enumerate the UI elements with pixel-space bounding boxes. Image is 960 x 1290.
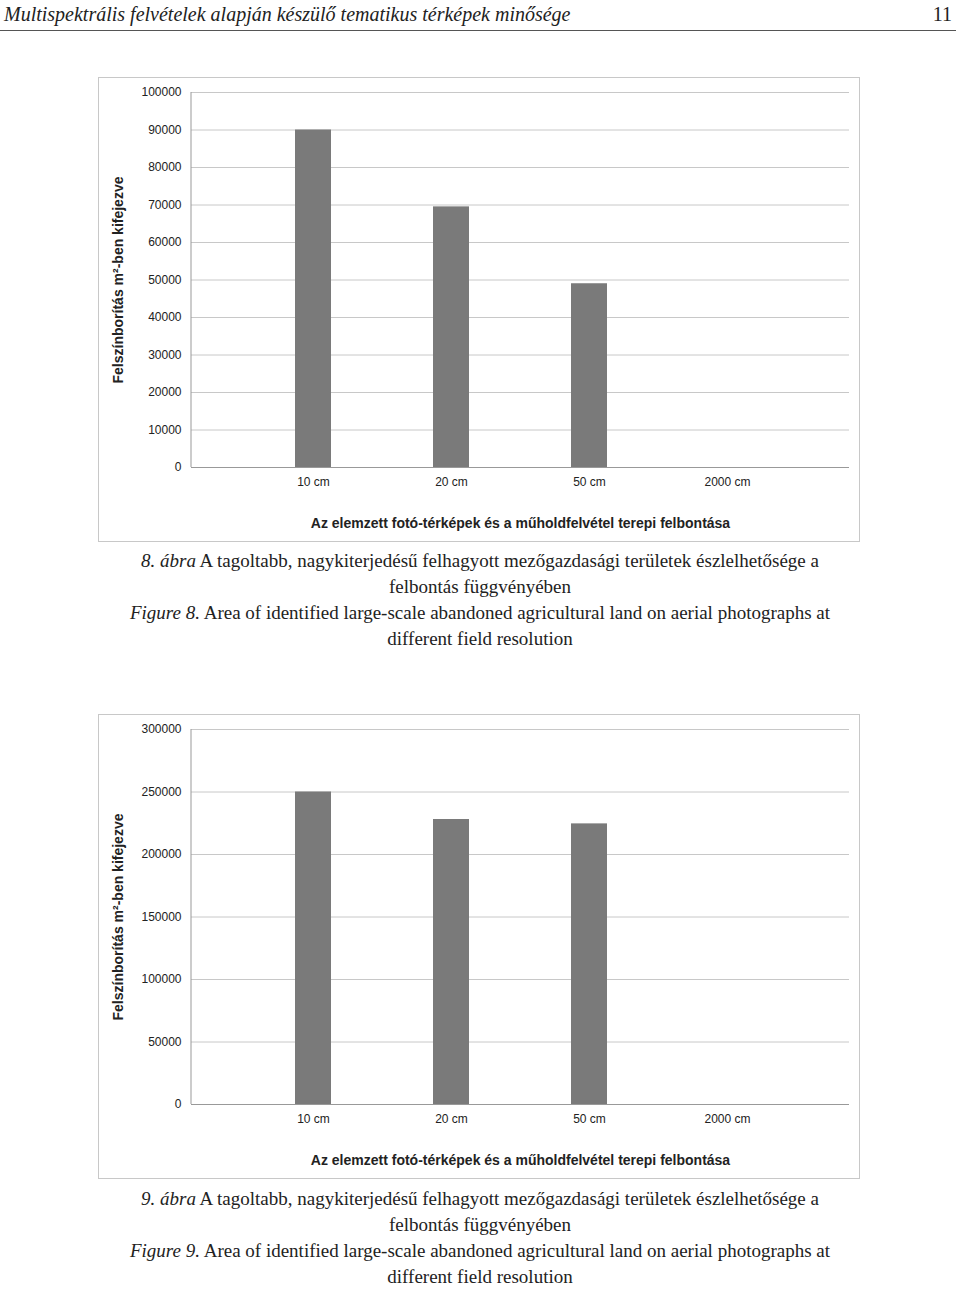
- svg-text:10 cm: 10 cm: [297, 475, 330, 489]
- svg-text:20 cm: 20 cm: [435, 1112, 468, 1126]
- svg-text:90000: 90000: [148, 123, 182, 137]
- svg-text:20 cm: 20 cm: [435, 475, 468, 489]
- svg-text:100000: 100000: [141, 85, 181, 99]
- svg-text:Felszínborítás m²-ben kifejezv: Felszínborítás m²-ben kifejezve: [110, 176, 126, 383]
- svg-text:40000: 40000: [148, 310, 182, 324]
- html-text:Figure 9. Area of identified l: Figure 9. Area of identified large-scale…: [129, 1240, 830, 1287]
- svg-text:10000: 10000: [148, 423, 182, 437]
- svg-text:Felszínborítás m²-ben kifejezv: Felszínborítás m²-ben kifejezve: [110, 813, 126, 1020]
- svg-text:50000: 50000: [148, 1035, 182, 1049]
- svg-text:20000: 20000: [148, 385, 182, 399]
- svg-text:250000: 250000: [141, 785, 181, 799]
- svg-text:2000 cm: 2000 cm: [704, 475, 750, 489]
- svg-text:2000 cm: 2000 cm: [704, 1112, 750, 1126]
- svg-text:Az elemzett fotó-térképek és a: Az elemzett fotó-térképek és a műholdfel…: [311, 515, 731, 531]
- svg-text:0: 0: [175, 1097, 182, 1111]
- svg-text:70000: 70000: [148, 198, 182, 212]
- svg-text:50 cm: 50 cm: [573, 1112, 606, 1126]
- html-text:8. ábra A tagoltabb, nagykiter: 8. ábra A tagoltabb, nagykiterjedésű fel…: [141, 550, 819, 597]
- html-text:9. ábra A tagoltabb, nagykiter: 9. ábra A tagoltabb, nagykiterjedésű fel…: [141, 1188, 819, 1235]
- html-text:Figure 8. Area of identified l: Figure 8. Area of identified large-scale…: [129, 602, 830, 649]
- svg-text:60000: 60000: [148, 235, 182, 249]
- html-text:11: 11: [932, 3, 952, 25]
- svg-text:150000: 150000: [141, 910, 181, 924]
- svg-text:80000: 80000: [148, 160, 182, 174]
- svg-text:30000: 30000: [148, 348, 182, 362]
- svg-text:300000: 300000: [141, 722, 181, 736]
- svg-text:Az elemzett fotó-térképek és a: Az elemzett fotó-térképek és a műholdfel…: [311, 1152, 731, 1168]
- svg-text:100000: 100000: [141, 972, 181, 986]
- svg-text:50 cm: 50 cm: [573, 475, 606, 489]
- svg-text:200000: 200000: [141, 847, 181, 861]
- svg-text:50000: 50000: [148, 273, 182, 287]
- svg-text:0: 0: [175, 460, 182, 474]
- html-text:Multispektrális felvételek ala: Multispektrális felvételek alapján készü…: [4, 3, 571, 25]
- svg-text:10 cm: 10 cm: [297, 1112, 330, 1126]
